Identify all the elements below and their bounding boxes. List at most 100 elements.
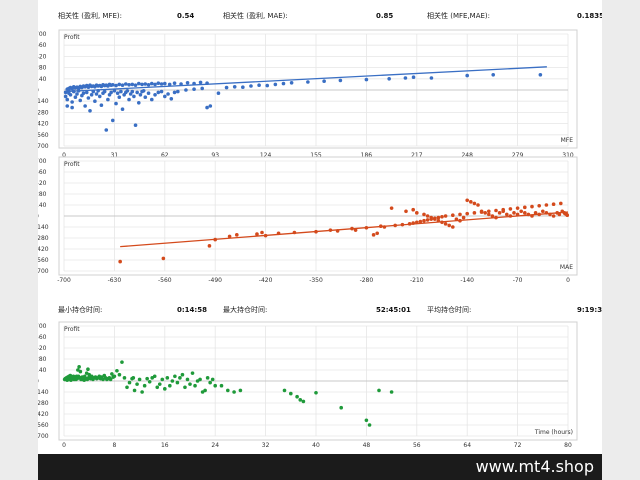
data-point <box>180 372 185 377</box>
data-point <box>193 383 197 388</box>
data-point <box>418 219 423 224</box>
data-point <box>78 369 83 374</box>
y-tick-label: 560 <box>38 169 47 176</box>
data-point <box>153 93 157 97</box>
chart-2: 700 560 420 280 140 0 -140 -280 -420 -560 -700 0 8 16… <box>35 321 578 449</box>
data-point <box>149 81 154 86</box>
data-point <box>130 89 135 94</box>
data-point <box>301 399 306 404</box>
stat-top-label-0: 相关性 (盈利, MFE): <box>58 11 122 20</box>
data-point <box>73 95 78 99</box>
data-point <box>175 380 180 385</box>
y-tick-label: -560 <box>38 422 49 429</box>
y-tick-label: -140 <box>38 389 49 396</box>
data-point <box>152 374 157 379</box>
data-point <box>306 80 310 84</box>
y-axis-label: Profit <box>64 34 80 41</box>
data-point <box>490 214 495 218</box>
data-point <box>260 230 264 235</box>
x-tick-label: 64 <box>463 442 471 449</box>
y-tick-label: 420 <box>38 345 47 352</box>
data-point <box>508 214 513 218</box>
data-point <box>263 233 268 238</box>
data-point <box>377 388 381 393</box>
data-point <box>491 73 496 77</box>
data-point <box>172 81 177 85</box>
x-tick-label: 217 <box>411 152 423 159</box>
x-tick-label: -560 <box>158 277 172 284</box>
data-point <box>314 229 318 234</box>
data-point <box>512 211 516 215</box>
data-point <box>451 225 455 229</box>
stat-bottom-value-1: 52:45:01 <box>376 306 411 314</box>
y-tick-label: -700 <box>38 268 49 275</box>
data-point <box>433 217 437 221</box>
data-point <box>289 81 294 85</box>
stat-bottom-label-0: 最小持仓时间: <box>58 305 102 314</box>
x-tick-label: 62 <box>161 152 169 159</box>
x-tick-label: 93 <box>211 152 219 159</box>
data-point <box>84 90 89 95</box>
data-point <box>494 215 498 220</box>
data-point <box>170 379 175 383</box>
x-tick-label: -210 <box>410 277 424 284</box>
stat-top-label-1: 相关性 (盈利, MAE): <box>223 11 288 20</box>
data-point <box>115 368 119 373</box>
data-point <box>133 123 138 127</box>
data-point <box>519 209 523 214</box>
data-point <box>65 104 70 108</box>
report-canvas: 相关性 (盈利, MFE): 0.54 相关性 (盈利, MAE): 0.85 相关性 … <box>35 11 607 449</box>
data-point <box>407 222 412 226</box>
chart-1: 7005604202801400-140-280-420-560-700-700… <box>35 156 578 284</box>
stat-top-value-0: 0.54 <box>177 12 194 20</box>
data-point <box>110 372 114 376</box>
data-point <box>207 244 212 248</box>
data-point <box>68 93 73 97</box>
data-point <box>120 107 125 111</box>
data-point <box>172 90 177 95</box>
data-point <box>479 209 484 214</box>
data-point <box>203 388 207 393</box>
report-panel: 相关性 (盈利, MFE): 0.54 相关性 (盈利, MAE): 0.85 相关性 … <box>35 0 607 454</box>
data-point <box>487 212 491 217</box>
data-point <box>364 77 369 82</box>
data-point <box>338 78 343 83</box>
data-point <box>86 367 90 372</box>
data-point <box>146 83 151 87</box>
data-point <box>110 83 115 87</box>
data-point <box>69 378 73 383</box>
data-point <box>104 128 109 132</box>
data-point <box>140 390 144 394</box>
y-tick-label: 0 <box>38 213 39 220</box>
x-tick-label: 16 <box>161 442 169 449</box>
data-point <box>505 212 509 217</box>
data-point <box>232 85 237 89</box>
data-point <box>241 85 245 89</box>
data-point <box>140 82 144 87</box>
data-point <box>379 224 383 229</box>
data-point <box>472 211 477 215</box>
data-point <box>436 218 441 223</box>
data-point <box>458 212 462 217</box>
data-point <box>227 234 232 239</box>
data-point <box>560 209 565 214</box>
data-point <box>127 83 131 87</box>
data-point <box>454 217 459 221</box>
data-point <box>364 225 369 230</box>
data-point <box>135 382 139 386</box>
data-point <box>533 211 538 215</box>
data-point <box>167 82 172 87</box>
data-point <box>387 77 391 81</box>
data-point <box>123 82 128 86</box>
data-point <box>120 83 125 87</box>
x-tick-label: 0 <box>62 442 66 449</box>
data-point <box>281 81 286 86</box>
data-point <box>136 101 141 105</box>
x-tick-label: -350 <box>309 277 323 284</box>
data-point <box>440 220 444 225</box>
data-point <box>443 222 448 226</box>
data-point <box>184 88 188 92</box>
data-point <box>328 228 333 232</box>
y-tick-label: 420 <box>38 53 47 60</box>
y-tick-label: -280 <box>38 235 49 242</box>
